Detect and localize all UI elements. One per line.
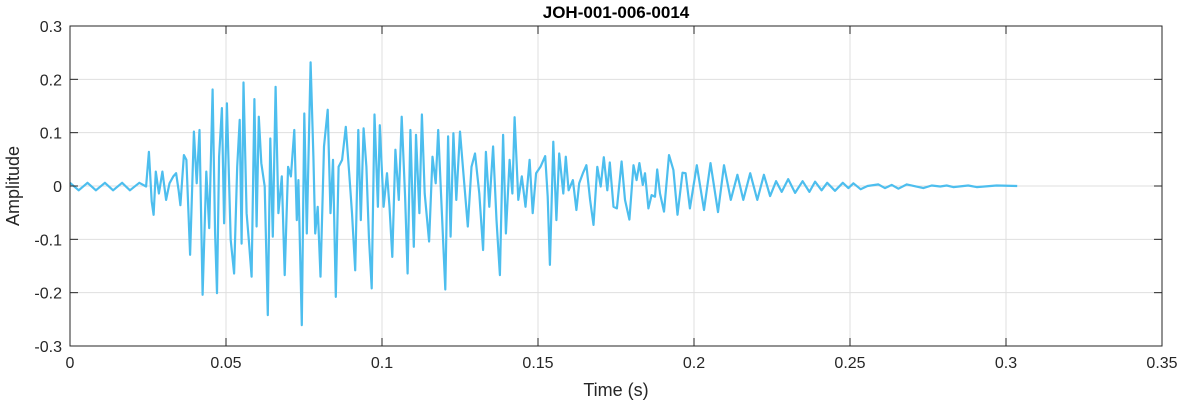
y-tick-label: -0.3: [34, 339, 62, 356]
x-tick-label: 0.35: [1146, 355, 1177, 372]
ticks: 0 0.05 0.1 0.15 0.2 0.25 0.3 0.35 -0.3 -0.2 -0.1 0 0…: [34, 19, 1177, 372]
x-tick-label: 0.25: [834, 355, 865, 372]
y-tick-label: 0.3: [40, 19, 62, 36]
series-line: [69, 61, 1018, 327]
x-tick-label: 0: [66, 355, 75, 372]
chart-title: JOH-001-006-0014: [543, 3, 690, 22]
x-axis-label: Time (s): [583, 380, 648, 400]
y-tick-label: -0.2: [34, 286, 62, 303]
x-tick-label: 0.15: [522, 355, 553, 372]
y-axis-label: Amplitude: [3, 146, 23, 226]
x-tick-label: 0.1: [371, 355, 393, 372]
y-tick-label: 0.1: [40, 126, 62, 143]
y-tick-label: 0: [53, 179, 62, 196]
y-tick-label: -0.1: [34, 232, 62, 249]
y-tick-label: 0.2: [40, 72, 62, 89]
x-tick-label: 0.2: [683, 355, 705, 372]
x-tick-label: 0.3: [995, 355, 1017, 372]
x-tick-label: 0.05: [210, 355, 241, 372]
